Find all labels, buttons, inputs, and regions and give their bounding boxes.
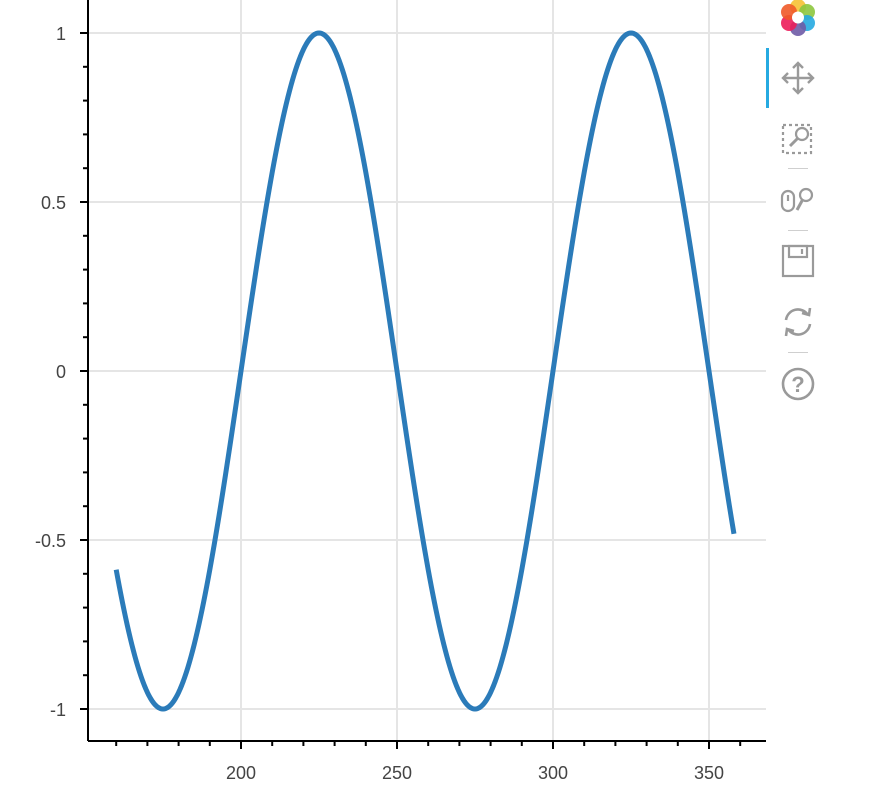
y-tick-label: 1 — [56, 24, 66, 44]
grid — [88, 0, 766, 741]
reset-tool-icon[interactable] — [776, 300, 820, 344]
x-tick-label: 200 — [226, 763, 256, 783]
series — [113, 30, 737, 712]
bokeh-logo-icon[interactable] — [776, 0, 820, 40]
x-tick-label: 250 — [382, 763, 412, 783]
toolbar: ? — [766, 0, 830, 420]
toolbar-separator — [788, 168, 808, 169]
y-tick-label: 0.5 — [41, 193, 66, 213]
x-tick-label: 300 — [538, 763, 568, 783]
toolbar-separator — [788, 230, 808, 231]
series-line — [113, 30, 737, 712]
wheel-zoom-tool-icon[interactable] — [776, 177, 820, 221]
pan-tool-icon[interactable] — [776, 56, 820, 100]
y-tick-label: -0.5 — [35, 531, 66, 551]
y-tick-label: -1 — [50, 700, 66, 720]
active-tool-indicator — [766, 48, 769, 108]
ticks: 200 250 300 350 1 0.5 0 -0.5 -1 — [35, 24, 742, 783]
box-zoom-tool-icon[interactable] — [776, 116, 820, 160]
toolbar-separator — [788, 352, 808, 353]
help-tool-icon[interactable]: ? — [776, 362, 820, 406]
svg-text:?: ? — [791, 372, 804, 397]
line-chart: 200 250 300 350 1 0.5 0 -0.5 -1 — [35, 0, 766, 783]
x-tick-label: 350 — [694, 763, 724, 783]
y-tick-label: 0 — [56, 362, 66, 382]
save-tool-icon[interactable] — [776, 239, 820, 283]
